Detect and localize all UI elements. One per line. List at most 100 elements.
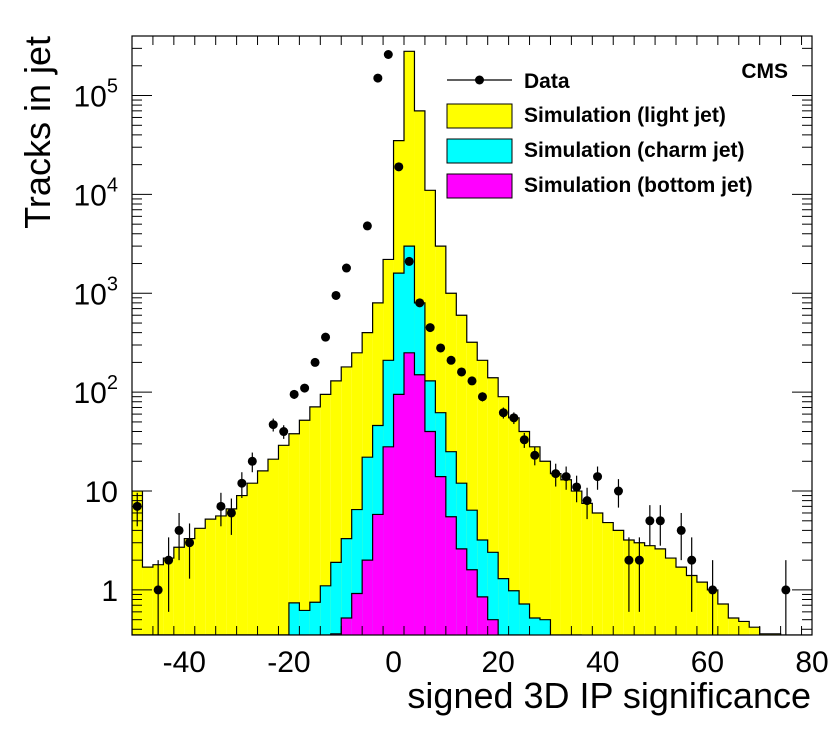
- series-simulation-bottom-jet: [132, 352, 530, 635]
- bar-simulation-bottom-jet: [404, 352, 415, 635]
- y-axis-title: Tracks in jet: [17, 36, 58, 229]
- data-point: [446, 355, 456, 365]
- data-point: [634, 555, 644, 565]
- outline-simulation-charm-jet: [132, 245, 582, 635]
- bar-simulation-light-jet: [738, 621, 750, 635]
- legend-entry-bottom: Simulation (bottom jet): [446, 173, 753, 199]
- bar-simulation-bottom-jet: [456, 548, 467, 635]
- legend-label-charm: Simulation (charm jet): [524, 139, 745, 162]
- bar-simulation-charm-jet: [330, 562, 342, 635]
- data-point: [655, 516, 665, 526]
- data-point: [613, 486, 623, 496]
- bar-simulation-charm-jet: [362, 457, 373, 635]
- bar-simulation-light-jet: [142, 567, 153, 635]
- bar-simulation-bottom-jet: [351, 593, 363, 635]
- bar-simulation-light-jet: [194, 528, 206, 635]
- bar-simulation-light-jet: [215, 515, 227, 635]
- data-point: [404, 256, 414, 266]
- bar-simulation-light-jet: [759, 633, 771, 635]
- data-point: [153, 585, 163, 595]
- bar-simulation-bottom-jet: [341, 617, 352, 635]
- data-point: [237, 478, 247, 488]
- bar-simulation-light-jet: [466, 342, 478, 635]
- bar-simulation-light-jet: [560, 479, 572, 635]
- y-tick-label: 102: [74, 372, 119, 410]
- bar-simulation-light-jet: [749, 627, 760, 635]
- bar-simulation-charm-jet: [508, 590, 520, 635]
- legend-entry-light: Simulation (light jet): [446, 103, 726, 129]
- bar-simulation-light-jet: [540, 461, 551, 635]
- bar-simulation-charm-jet: [487, 552, 499, 635]
- data-point: [247, 456, 257, 466]
- bar-simulation-bottom-jet: [487, 619, 499, 635]
- bar-simulation-light-jet: [550, 473, 561, 635]
- x-tick-label: 20: [481, 646, 514, 679]
- x-axis-title: signed 3D IP significance: [407, 675, 811, 716]
- bar-simulation-charm-jet: [288, 602, 300, 635]
- bar-simulation-light-jet: [236, 495, 248, 635]
- data-point: [300, 383, 310, 393]
- bar-simulation-light-jet: [288, 433, 300, 635]
- legend-label-data: Data: [524, 70, 570, 93]
- legend-label-light: Simulation (light jet): [524, 104, 726, 127]
- data-point: [132, 501, 142, 511]
- data-point: [226, 508, 236, 518]
- bar-simulation-light-jet: [257, 470, 268, 635]
- bar-simulation-light-jet: [226, 508, 237, 635]
- bar-simulation-light-jet: [351, 352, 363, 635]
- data-point: [477, 392, 487, 402]
- bar-simulation-charm-jet: [351, 509, 363, 635]
- bar-simulation-charm-jet: [341, 538, 352, 635]
- bar-simulation-light-jet: [665, 558, 676, 635]
- plot-frame: [131, 35, 813, 636]
- bar-simulation-light-jet: [613, 530, 624, 635]
- data-point: [519, 435, 529, 445]
- data-point: [467, 376, 477, 386]
- data-point: [164, 555, 174, 565]
- bar-simulation-light-jet: [519, 431, 530, 635]
- bar-simulation-light-jet: [581, 503, 593, 635]
- x-tick-label: -20: [267, 646, 310, 679]
- data-point: [645, 516, 655, 526]
- data-point: [394, 162, 404, 172]
- data-point: [498, 408, 508, 418]
- bar-simulation-light-jet: [487, 377, 499, 635]
- bar-simulation-light-jet: [309, 406, 321, 635]
- data-point: [582, 496, 592, 506]
- data-point: [530, 450, 540, 460]
- legend-swatch-bottom: [446, 173, 513, 199]
- bar-simulation-charm-jet: [320, 585, 331, 635]
- legend-label-bottom: Simulation (bottom jet): [524, 174, 753, 197]
- data-points: [132, 49, 791, 635]
- bar-simulation-bottom-jet: [330, 633, 342, 635]
- y-tick-label: 1: [101, 575, 118, 608]
- outline-simulation-light-jet: [132, 50, 812, 635]
- data-point: [383, 49, 393, 59]
- data-point: [279, 427, 289, 437]
- bar-simulation-light-jet: [602, 522, 614, 635]
- data-point: [174, 525, 184, 535]
- data-point: [624, 555, 634, 565]
- legend: Data Simulation (light jet) Simulation (…: [446, 70, 753, 199]
- data-point: [676, 525, 686, 535]
- bar-simulation-light-jet: [268, 459, 279, 635]
- y-tick-label: 105: [74, 76, 119, 114]
- data-point: [289, 389, 299, 399]
- data-point: [310, 357, 320, 367]
- bar-simulation-charm-jet: [498, 578, 509, 635]
- bar-simulation-light-jet: [184, 538, 195, 635]
- data-point: [593, 472, 603, 482]
- bar-simulation-light-jet: [770, 633, 781, 635]
- cms-label: CMS: [741, 60, 788, 83]
- bar-simulation-light-jet: [132, 491, 143, 635]
- bar-simulation-light-jet: [696, 582, 708, 635]
- x-tick-label: -40: [163, 646, 206, 679]
- data-point: [509, 413, 519, 423]
- bar-simulation-charm-jet: [477, 539, 488, 635]
- bar-simulation-light-jet: [477, 360, 488, 635]
- data-point: [551, 469, 561, 479]
- bar-simulation-light-jet: [456, 315, 467, 635]
- data-point: [781, 585, 791, 595]
- bar-simulation-bottom-jet: [477, 596, 488, 635]
